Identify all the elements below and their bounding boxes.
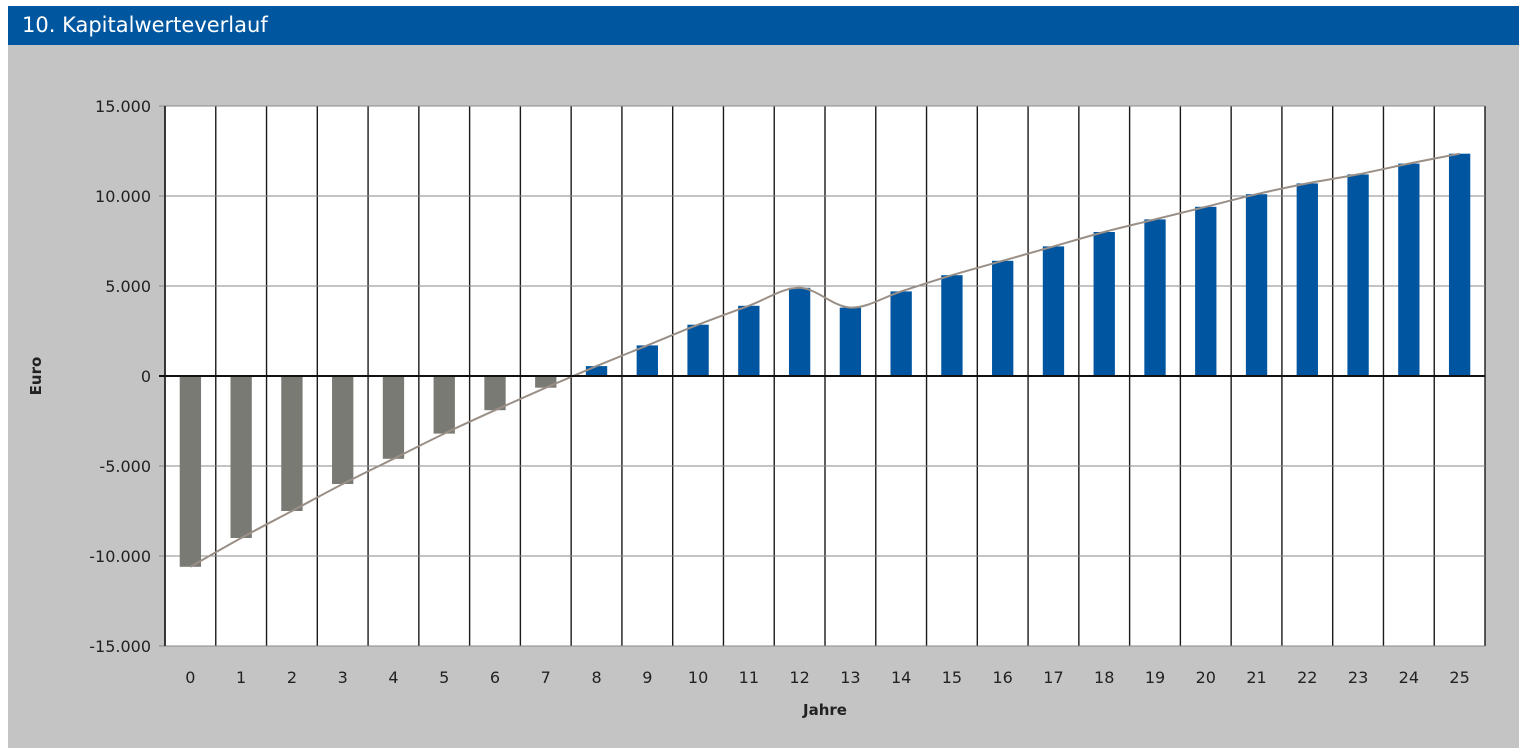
x-tick-label: 19 [1145,668,1165,687]
bar-year-20 [1195,206,1217,376]
bar-year-12 [788,287,811,376]
bar-year-3 [332,376,354,484]
x-tick-label: 8 [591,668,601,687]
bar-year-10 [687,324,709,376]
x-tick-label: 25 [1449,668,1469,687]
x-tick-label: 7 [541,668,551,687]
y-tick-label: 10.000 [95,187,151,206]
x-tick-label: 12 [789,668,809,687]
x-tick-labels: 0 1 2 3 4 5 6 7 8 9 10 11 12 13 14 15 16 17 18 19 20 21 22 23 24… [185,668,1470,687]
zero-axis [159,106,1485,646]
x-tick-label: 18 [1094,668,1114,687]
x-tick-label: 24 [1399,668,1419,687]
x-tick-label: 14 [891,668,911,687]
bar-year-18 [1093,232,1115,376]
x-tick-label: 22 [1297,668,1317,687]
bar-year-25 [1448,153,1471,376]
kapitalwert-chart: 15.000 10.000 5.000 0 -5.000 -10.000 -15.000 0… [27,97,1486,719]
bar-year-15 [941,275,963,376]
y-tick-label: -10.000 [89,547,151,566]
x-tick-label: 11 [739,668,759,687]
y-tick-label: 0 [141,367,151,386]
x-tick-label: 0 [185,668,195,687]
bar-year-14 [890,291,912,376]
x-tick-label: 17 [1043,668,1063,687]
bar-year-8 [585,366,608,376]
chart-panel: 10. Kapitalwerteverlauf 15.000 10.000 5.00… [8,6,1519,748]
bar-year-2 [281,376,303,511]
bar-year-22 [1296,183,1318,376]
x-tick-label: 9 [642,668,652,687]
panel-header: 10. Kapitalwerteverlauf [8,6,1519,45]
bar-year-13 [839,307,862,376]
bar-series [179,153,1471,567]
bar-year-5 [433,376,455,434]
bar-year-4 [382,376,405,459]
panel-title: 10. Kapitalwerteverlauf [22,13,268,37]
x-axis-title: Jahre [802,701,847,719]
y-tick-label: -15.000 [89,637,151,656]
y-tick-label: 15.000 [95,97,151,116]
x-tick-label: 15 [942,668,962,687]
bar-year-11 [738,305,760,376]
bar-year-21 [1245,194,1268,376]
x-tick-label: 4 [388,668,398,687]
bar-year-19 [1144,219,1166,376]
y-axis-title: Euro [27,357,45,396]
bar-year-0 [179,376,202,567]
x-tick-label: 2 [287,668,297,687]
trend-line [189,152,1460,568]
x-tick-label: 1 [236,668,246,687]
x-tick-label: 16 [993,668,1013,687]
x-tick-label: 6 [490,668,500,687]
y-tick-label: 5.000 [105,277,151,296]
x-tick-label: 13 [840,668,860,687]
x-tick-label: 5 [439,668,449,687]
y-tick-labels: 15.000 10.000 5.000 0 -5.000 -10.000 -15.000 [89,97,151,656]
bar-year-23 [1347,174,1369,376]
y-tick-label: -5.000 [99,457,151,476]
bar-year-17 [1042,246,1065,376]
x-tick-label: 20 [1196,668,1216,687]
bar-year-16 [992,260,1014,376]
x-tick-label: 23 [1348,668,1368,687]
bar-year-9 [636,345,658,376]
bar-year-24 [1398,163,1420,376]
bar-year-1 [230,376,252,538]
bar-year-7 [535,376,557,388]
x-tick-label: 3 [338,668,348,687]
x-tick-label: 10 [688,668,708,687]
x-tick-label: 21 [1246,668,1266,687]
bar-year-6 [484,376,506,411]
